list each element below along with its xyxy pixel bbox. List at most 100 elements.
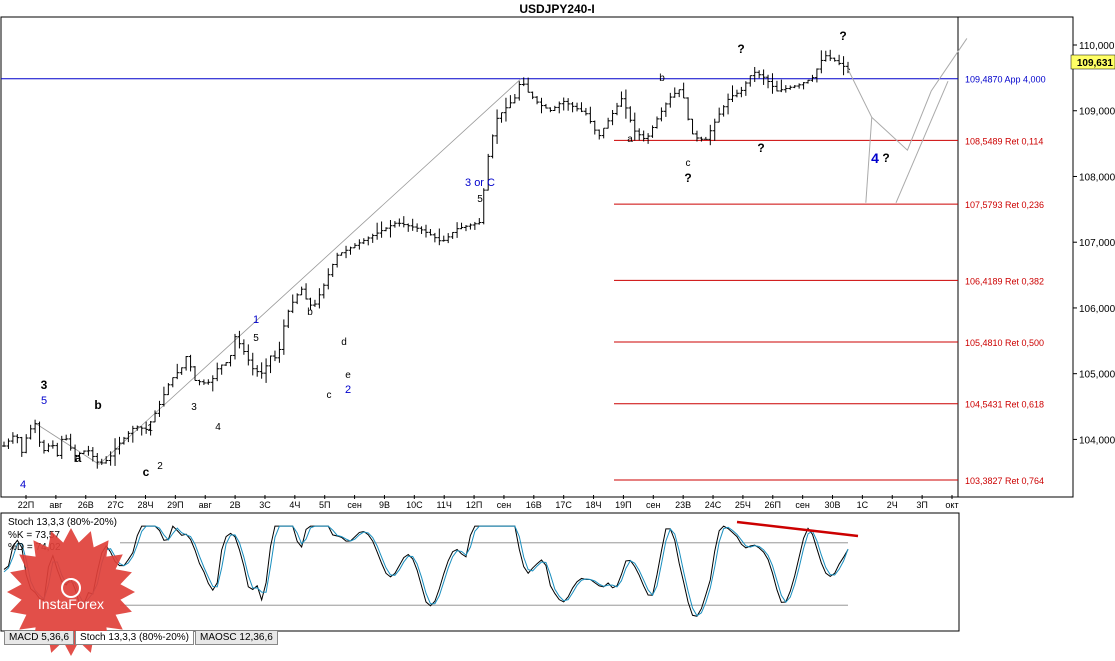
- ohlc-bar: [161, 386, 166, 407]
- stoch-name: Stoch 13,3,3 (80%-20%): [8, 517, 117, 528]
- ohlc-bar: [801, 82, 806, 90]
- wave-label: 2: [157, 461, 163, 472]
- ohlc-bar: [814, 68, 819, 83]
- ref-line-label: 105,4810 Ret 0,500: [965, 338, 1044, 348]
- wave-label: ?: [839, 29, 846, 43]
- ref-line-label: 104,5431 Ret 0,618: [965, 400, 1044, 410]
- ohlc-bar: [215, 362, 220, 382]
- ohlc-bar: [610, 109, 615, 126]
- ohlc-bar: [166, 383, 171, 396]
- ohlc-bar: [259, 362, 264, 379]
- ohlc-bar: [357, 239, 362, 250]
- ohlc-bar: [730, 85, 735, 103]
- ohlc-bar: [290, 294, 295, 314]
- tab-maosc[interactable]: MAOSC 12,36,6: [194, 631, 278, 645]
- x-tick-label: 2В: [230, 500, 241, 510]
- x-tick-label: сен: [347, 500, 362, 510]
- y-tick-label: 105,000: [1079, 370, 1115, 381]
- wave-label: ?: [684, 171, 691, 185]
- x-tick-label: 25Ч: [735, 500, 751, 510]
- ohlc-bar: [59, 435, 64, 459]
- wave-label: ?: [757, 141, 764, 155]
- ohlc-bar: [592, 120, 597, 135]
- ohlc-bar: [148, 420, 153, 436]
- ref-line-label: 106,4189 Ret 0,382: [965, 276, 1044, 286]
- ohlc-bar: [646, 133, 651, 144]
- ohlc-bar: [184, 356, 189, 371]
- ohlc-bar: [686, 97, 691, 121]
- ohlc-bar: [197, 379, 202, 386]
- ohlc-bar: [410, 218, 415, 231]
- x-tick-label: 24С: [705, 500, 722, 510]
- stoch-panel-frame: [0, 512, 960, 632]
- ohlc-bar: [401, 216, 406, 228]
- ohlc-bar: [615, 102, 620, 116]
- ohlc-bar: [632, 112, 637, 141]
- wave-label: c: [686, 158, 691, 169]
- wave-label: e: [345, 370, 351, 381]
- ohlc-bar: [823, 50, 828, 62]
- ohlc-bar: [321, 283, 326, 299]
- ohlc-bar: [677, 89, 682, 98]
- chart-title: USDJPY240-I: [519, 2, 594, 16]
- ohlc-bar: [570, 101, 575, 113]
- x-tick-label: 23В: [675, 500, 691, 510]
- ohlc-bar: [472, 221, 477, 230]
- ohlc-bar: [712, 118, 717, 141]
- tab-stoch[interactable]: Stoch 13,3,3 (80%-20%): [75, 631, 194, 645]
- ohlc-bar: [535, 96, 540, 105]
- ohlc-bar: [748, 75, 753, 87]
- ohlc-bar: [752, 66, 757, 82]
- wave-label: 4: [215, 422, 221, 433]
- instaforex-logo: InstaForex: [7, 528, 135, 656]
- ohlc-bar: [33, 419, 38, 434]
- x-tick-label: 3П: [916, 500, 927, 510]
- ohlc-bar: [717, 107, 722, 123]
- ohlc-bar: [339, 252, 344, 256]
- x-tick-label: 29П: [167, 500, 183, 510]
- ref-line-label: 108,5489 Ret 0,114: [965, 136, 1043, 146]
- x-tick-label: 17С: [555, 500, 572, 510]
- current-price-label: 109,631: [1077, 58, 1114, 69]
- x-tick-label: авг: [199, 500, 213, 510]
- ohlc-bar: [46, 443, 51, 453]
- ohlc-bar: [588, 106, 593, 124]
- ohlc-bar: [419, 226, 424, 234]
- tab-macd[interactable]: MACD 5,36,6: [4, 631, 75, 645]
- ohlc-bar: [99, 458, 104, 465]
- ohlc-bar: [757, 70, 762, 79]
- ohlc-bar: [55, 442, 60, 457]
- ohlc-bar: [117, 436, 122, 455]
- wave-label: 3: [191, 402, 197, 413]
- ohlc-bar: [344, 245, 349, 259]
- divergence-line: [736, 520, 859, 538]
- price-panel-frame: [0, 16, 1074, 498]
- ohlc-bar: [552, 105, 557, 111]
- wave-label: c: [143, 465, 150, 479]
- x-tick-label: 22П: [18, 500, 34, 510]
- ohlc-bar: [170, 377, 175, 388]
- ohlc-bar: [228, 354, 233, 367]
- x-tick-label: сен: [646, 500, 661, 510]
- ohlc-bar: [241, 339, 246, 355]
- wave-label: 4: [20, 479, 26, 491]
- ohlc-bar: [157, 400, 162, 417]
- ohlc-bar: [77, 452, 82, 458]
- ohlc-bar: [352, 243, 357, 249]
- ohlc-bar: [437, 228, 442, 246]
- ohlc-bar: [623, 89, 628, 119]
- ohlc-bar: [73, 444, 78, 463]
- ohlc-bar: [28, 424, 33, 440]
- ohlc-bar: [268, 355, 273, 374]
- ohlc-bar: [64, 434, 69, 441]
- ohlc-bar: [517, 81, 522, 101]
- ohlc-bar: [432, 232, 437, 243]
- ohlc-bar: [455, 222, 460, 238]
- ohlc-bar: [739, 86, 744, 98]
- x-tick-label: 27С: [107, 500, 124, 510]
- ohlc-bar: [659, 107, 664, 122]
- ohlc-bar: [561, 97, 566, 111]
- y-tick-label: 107,000: [1079, 238, 1115, 249]
- ohlc-bar: [543, 103, 548, 109]
- x-tick-label: 26П: [765, 500, 781, 510]
